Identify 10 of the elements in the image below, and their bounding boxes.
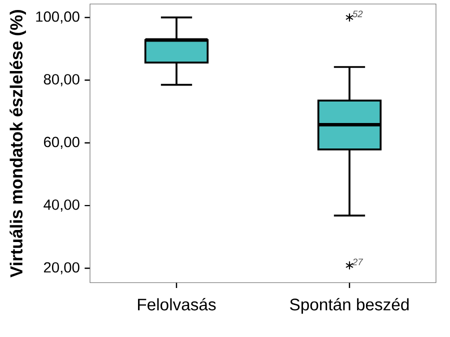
annotation: 52: [352, 10, 363, 18]
y-tick-label: 100,00: [36, 11, 80, 24]
x-tick-label: Spontán beszéd: [290, 298, 409, 314]
x-tick-label: Felolvasás: [138, 298, 216, 310]
annotation: 27: [352, 258, 364, 265]
y-tick-label: 20,00: [44, 262, 80, 274]
y-tick-label: 60,00: [44, 136, 80, 149]
y-tick-label: 80,00: [44, 74, 80, 86]
y-axis-title: Virtuális mondatok észlelése (%): [10, 10, 26, 278]
y-tick-label: 40,00: [44, 199, 80, 212]
